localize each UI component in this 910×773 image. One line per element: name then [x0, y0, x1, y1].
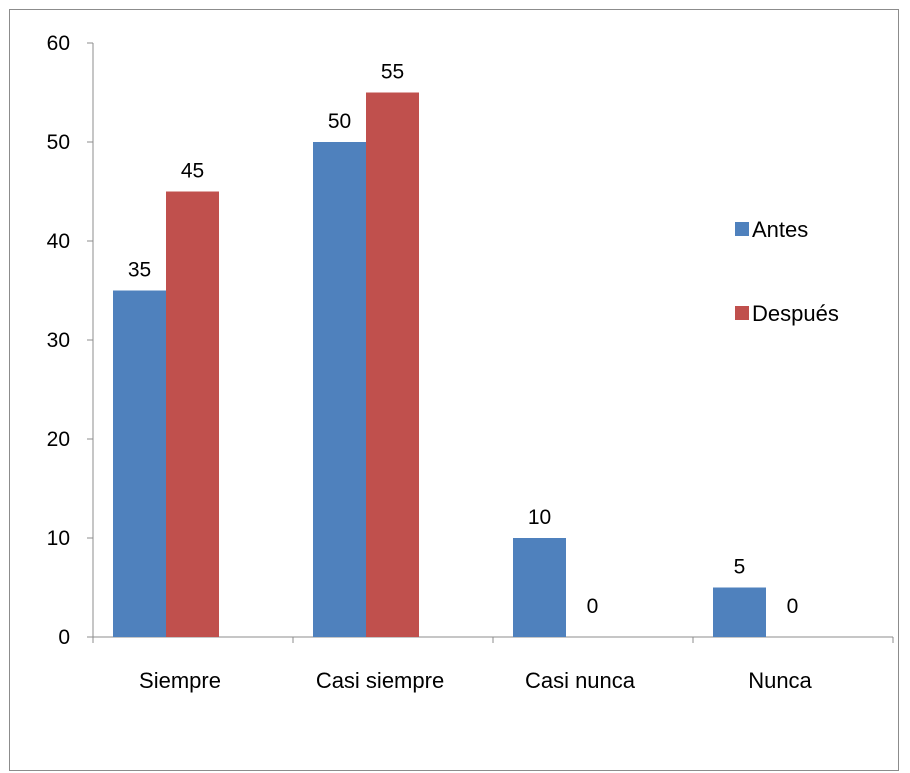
y-tick-label: 10	[47, 527, 70, 550]
data-label: 0	[587, 595, 599, 618]
x-category-label: Casi nunca	[525, 668, 636, 693]
y-tick-label: 60	[47, 32, 70, 55]
bar-antes-0	[113, 290, 166, 637]
bar-antes-2	[513, 538, 566, 637]
bar-despues-1	[366, 92, 419, 637]
data-label: 45	[181, 160, 204, 183]
legend-swatch-0	[735, 222, 749, 236]
bars	[113, 92, 766, 637]
bar-antes-1	[313, 142, 366, 637]
x-category-label: Nunca	[748, 668, 812, 693]
x-category-label: Casi siempre	[316, 668, 444, 693]
y-tick-label: 40	[47, 230, 70, 253]
legend-label: Después	[752, 301, 839, 326]
bar-despues-0	[166, 191, 219, 637]
y-tick-label: 0	[58, 626, 70, 649]
legend-label: Antes	[752, 217, 808, 242]
legend-swatch-1	[735, 306, 749, 320]
data-label: 55	[381, 61, 404, 84]
bar-antes-3	[713, 587, 766, 637]
y-tick-label: 50	[47, 131, 70, 154]
y-tick-label: 20	[47, 428, 70, 451]
y-tick-label: 30	[47, 329, 70, 352]
data-label: 5	[734, 556, 746, 579]
data-label: 10	[528, 506, 551, 529]
x-category-label: Siempre	[139, 668, 221, 693]
data-label: 35	[128, 259, 151, 282]
legend: Antes Después	[735, 217, 839, 326]
data-label: 50	[328, 110, 351, 133]
data-label: 0	[787, 595, 799, 618]
